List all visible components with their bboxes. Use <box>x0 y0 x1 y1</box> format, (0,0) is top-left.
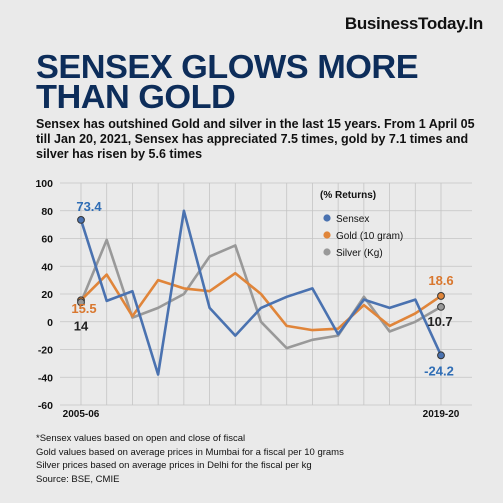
y-tick-label: 60 <box>41 234 53 246</box>
data-label: 15.5 <box>71 301 96 316</box>
footnote-silver: Silver prices based on average prices in… <box>36 460 312 471</box>
data-label: 14 <box>74 318 89 333</box>
page-title: SENSEX GLOWS MORE THAN GOLD <box>36 48 419 115</box>
data-point-sensex <box>77 216 85 224</box>
series-line-gold <box>79 271 443 332</box>
x-tick-label: 2019-20 <box>423 409 460 420</box>
legend-label: Silver (Kg) <box>336 248 383 259</box>
footnote-gold: Gold values based on average prices in M… <box>36 446 344 458</box>
legend-label: Sensex <box>336 214 369 225</box>
data-point-silver <box>77 298 85 307</box>
footnote-source: Source: BSE, CMIE <box>36 473 120 485</box>
y-tick-label: 100 <box>35 178 53 190</box>
y-tick-label: 20 <box>41 289 53 301</box>
legend-swatch <box>323 231 331 239</box>
data-label: -24.2 <box>424 363 454 378</box>
y-tick-label: -40 <box>38 372 53 384</box>
data-label: 10.7 <box>427 314 452 329</box>
legend-label: Gold (10 gram) <box>336 231 403 242</box>
legend-swatch <box>323 248 331 256</box>
y-tick-label: -20 <box>38 345 53 357</box>
brand-logo: BusinessToday.In <box>344 14 483 33</box>
footnotes: *Sensex values based on open and close o… <box>36 432 476 486</box>
data-label: 18.6 <box>428 273 453 288</box>
data-label: 73.4 <box>76 199 102 214</box>
series-line-sensex <box>79 209 443 376</box>
data-point-silver <box>437 303 445 311</box>
y-tick-label: 0 <box>47 317 53 329</box>
y-tick-label: -60 <box>38 400 53 412</box>
data-point-gold <box>437 292 445 300</box>
y-tick-label: 40 <box>41 261 53 273</box>
legend-swatch <box>323 214 331 222</box>
footnote-sensex: *Sensex values based on open and close o… <box>36 433 246 444</box>
y-tick-label: 80 <box>41 206 53 218</box>
data-point-sensex <box>437 351 445 360</box>
legend-title: (% Returns) <box>320 190 376 201</box>
page-subtitle: Sensex has outshined Gold and silver in … <box>36 117 475 161</box>
x-tick-label: 2005-06 <box>63 409 100 420</box>
